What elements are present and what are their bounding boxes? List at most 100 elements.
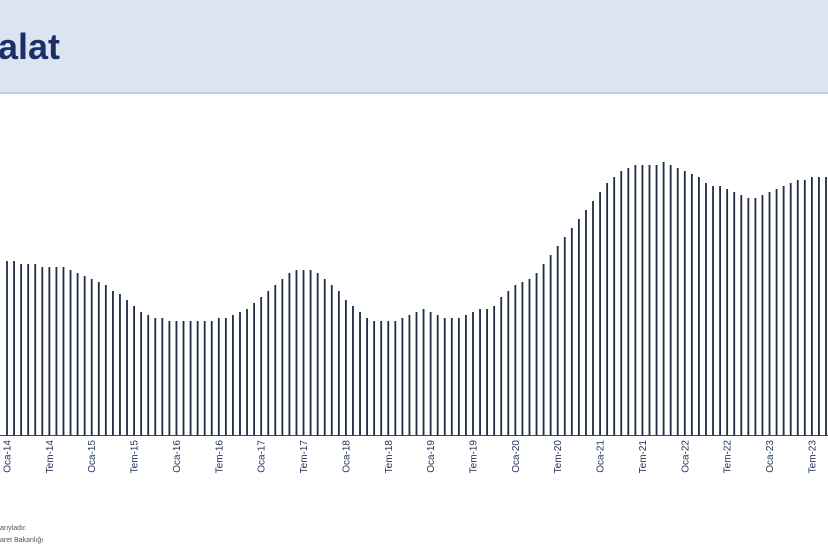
bar-historical: [175, 321, 178, 435]
bar-historical: [585, 210, 587, 435]
bar-historical: [260, 297, 263, 435]
bar-historical: [83, 276, 86, 435]
bar-historical: [740, 195, 743, 435]
bars-group: [6, 162, 827, 435]
bar-historical: [112, 291, 114, 435]
bar-historical: [726, 189, 729, 435]
bar-historical: [140, 312, 143, 435]
x-tick-label: Tem-20: [553, 440, 564, 474]
bar-historical: [705, 183, 707, 435]
x-tick-label: Tem-15: [130, 440, 141, 474]
bar-historical: [796, 180, 799, 435]
x-tick-label: Tem-19: [468, 440, 479, 474]
x-tick-label: Tem-16: [214, 440, 225, 474]
bar-historical: [436, 315, 439, 435]
bar-historical: [528, 279, 531, 435]
header-banner: alat: [0, 0, 828, 94]
bar-historical: [422, 309, 425, 435]
bar-historical: [803, 180, 806, 435]
bar-historical: [316, 273, 319, 435]
bar-historical: [634, 165, 637, 435]
bar-historical: [825, 177, 827, 435]
bar-historical: [387, 321, 390, 435]
footnote-line-1: arıyladır.: [0, 525, 27, 532]
bar-historical: [62, 267, 65, 435]
bar-historical: [556, 246, 559, 435]
bar-historical: [189, 321, 192, 435]
bar-historical: [761, 195, 764, 435]
bar-historical: [620, 171, 623, 435]
bar-historical: [126, 300, 128, 435]
bar-historical: [754, 198, 757, 435]
bar-historical: [641, 165, 644, 435]
bar-historical: [599, 192, 601, 435]
x-tick-label: Oca-21: [596, 440, 607, 473]
bar-historical: [373, 321, 376, 435]
bar-historical: [719, 186, 721, 435]
bar-historical: [747, 198, 750, 435]
bar-historical: [48, 267, 51, 435]
bar-historical: [359, 312, 361, 435]
bar-historical: [34, 264, 37, 435]
bar-historical: [500, 297, 503, 435]
bar-historical: [648, 165, 651, 435]
bar-historical: [818, 177, 820, 435]
bar-chart: Oca-14 Tem-14 Oca-15 Tem-15 Oca-16 Tem-16 Oca-…: [0, 162, 828, 474]
bar-historical: [570, 228, 573, 435]
bar-historical: [133, 306, 135, 435]
x-tick-label: Oca-16: [172, 440, 183, 473]
bar-historical: [768, 192, 771, 435]
bar-historical: [196, 321, 199, 435]
bar-historical: [690, 174, 693, 435]
bar-historical: [479, 309, 481, 435]
x-tick-label: Tem-18: [384, 440, 395, 474]
x-axis-ticks: Oca-14 Tem-14 Oca-15 Tem-15 Oca-16 Tem-16 Oca-…: [3, 440, 819, 474]
bar-historical: [281, 279, 284, 435]
bar-historical: [267, 291, 270, 435]
bar-historical: [69, 270, 72, 435]
bar-historical: [733, 192, 736, 435]
bar-historical: [465, 315, 467, 435]
footnote-line-2: aret Bakanlığı: [0, 537, 44, 544]
x-tick-label: Tem-23: [807, 440, 818, 474]
bar-historical: [669, 165, 672, 435]
bar-historical: [27, 264, 30, 435]
bar-historical: [563, 237, 566, 435]
x-tick-label: Oca-15: [87, 440, 98, 473]
x-tick-label: Oca-18: [341, 440, 352, 473]
bar-historical: [415, 312, 418, 435]
bar-historical: [239, 312, 241, 435]
x-tick-label: Tem-21: [638, 440, 649, 474]
bar-historical: [662, 162, 665, 435]
bar-historical: [6, 261, 8, 435]
bar-historical: [535, 273, 538, 435]
bar-historical: [493, 306, 496, 435]
bar-historical: [154, 318, 157, 435]
x-tick-label: Tem-22: [723, 440, 734, 474]
bar-historical: [698, 177, 700, 435]
bar-historical: [577, 219, 580, 435]
bar-historical: [97, 282, 100, 435]
bar-historical: [366, 318, 368, 435]
bar-historical: [789, 183, 792, 435]
x-tick-label: Oca-22: [680, 440, 691, 473]
bar-historical: [55, 267, 58, 435]
bar-historical: [90, 279, 93, 435]
bar-historical: [302, 270, 305, 435]
bar-historical: [119, 294, 121, 435]
bar-historical: [147, 315, 150, 435]
bar-historical: [168, 321, 171, 435]
bar-historical: [450, 318, 453, 435]
bar-historical: [323, 279, 326, 435]
bar-historical: [472, 312, 474, 435]
bar-historical: [104, 285, 107, 435]
x-tick-label: Tem-17: [299, 440, 310, 474]
x-tick-label: Oca-17: [257, 440, 268, 473]
bar-historical: [592, 201, 594, 435]
x-tick-label: Tem-14: [45, 440, 56, 474]
bar-historical: [408, 315, 411, 435]
bar-historical: [683, 171, 686, 435]
bar-historical: [613, 177, 616, 435]
bar-historical: [712, 186, 714, 435]
bar-historical: [203, 321, 206, 435]
